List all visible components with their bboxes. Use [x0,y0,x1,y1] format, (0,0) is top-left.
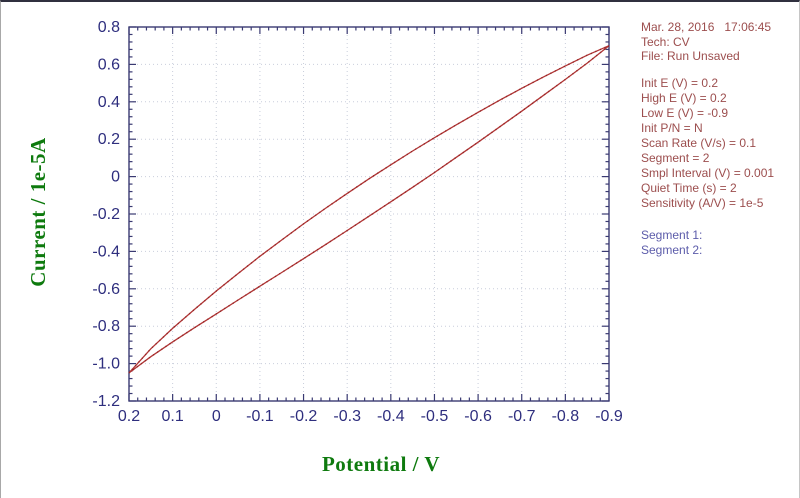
info-param-line-7: Quiet Time (s) = 2 [641,180,737,195]
y-tick-label: -1.2 [92,393,120,410]
x-tick-label: -0.7 [508,408,536,425]
x-tick-label: -0.6 [464,408,492,425]
info-segment-line-0: Segment 1: [641,227,703,242]
y-tick-label: -0.8 [92,318,120,335]
experiment-info-panel: Mar. 28, 2016 17:06:45 Tech: CV File: Run … [641,20,799,258]
cv-curve [128,45,610,374]
info-param-line-8: Sensitivity (A/V) = 1e-5 [641,195,764,210]
info-header-line-1: Tech: CV [641,34,690,49]
info-param-line-4: Scan Rate (V/s) = 0.1 [641,135,757,150]
info-param-line-1: High E (V) = 0.2 [641,90,727,105]
x-tick-label: 0.2 [118,408,140,425]
y-tick-label: 0.6 [98,56,120,73]
x-tick-label: -0.2 [290,408,318,425]
info-segments: Segment 1: Segment 2: [641,228,799,258]
info-parameters: Init E (V) = 0.2 High E (V) = 0.2 Low E (V… [641,76,799,211]
x-tick-label: -0.4 [377,408,405,425]
info-header: Mar. 28, 2016 17:06:45 Tech: CV File: Run … [641,20,799,64]
x-tick-label: -0.5 [421,408,449,425]
info-param-line-5: Segment = 2 [641,150,710,165]
info-param-line-0: Init E (V) = 0.2 [641,75,719,90]
x-tick-label: -0.8 [552,408,580,425]
x-axis-title: Potential / V [321,452,441,476]
info-param-line-2: Low E (V) = -0.9 [641,105,729,120]
x-tick-label: 0.1 [162,408,184,425]
y-tick-label: 0.8 [98,19,120,36]
y-tick-label: -0.4 [92,243,120,260]
x-tick-label: -0.1 [246,408,274,425]
y-tick-label: -0.6 [92,281,120,298]
info-segment-line-1: Segment 2: [641,242,703,257]
info-param-line-3: Init P/N = N [641,120,703,135]
y-tick-label: -0.2 [92,206,120,223]
y-tick-label: 0.2 [98,131,120,148]
info-param-line-6: Smpl Interval (V) = 0.001 [641,165,775,180]
info-header-line-2: File: Run Unsaved [641,49,740,63]
y-tick-label: 0 [111,169,120,186]
x-tick-label: 0 [212,408,221,425]
x-tick-label: -0.3 [333,408,361,425]
y-tick-label: 0.4 [98,94,120,111]
info-header-line-0: Mar. 28, 2016 17:06:45 [641,20,772,34]
x-tick-label: -0.9 [595,408,623,425]
y-tick-label: -1.0 [92,356,120,373]
